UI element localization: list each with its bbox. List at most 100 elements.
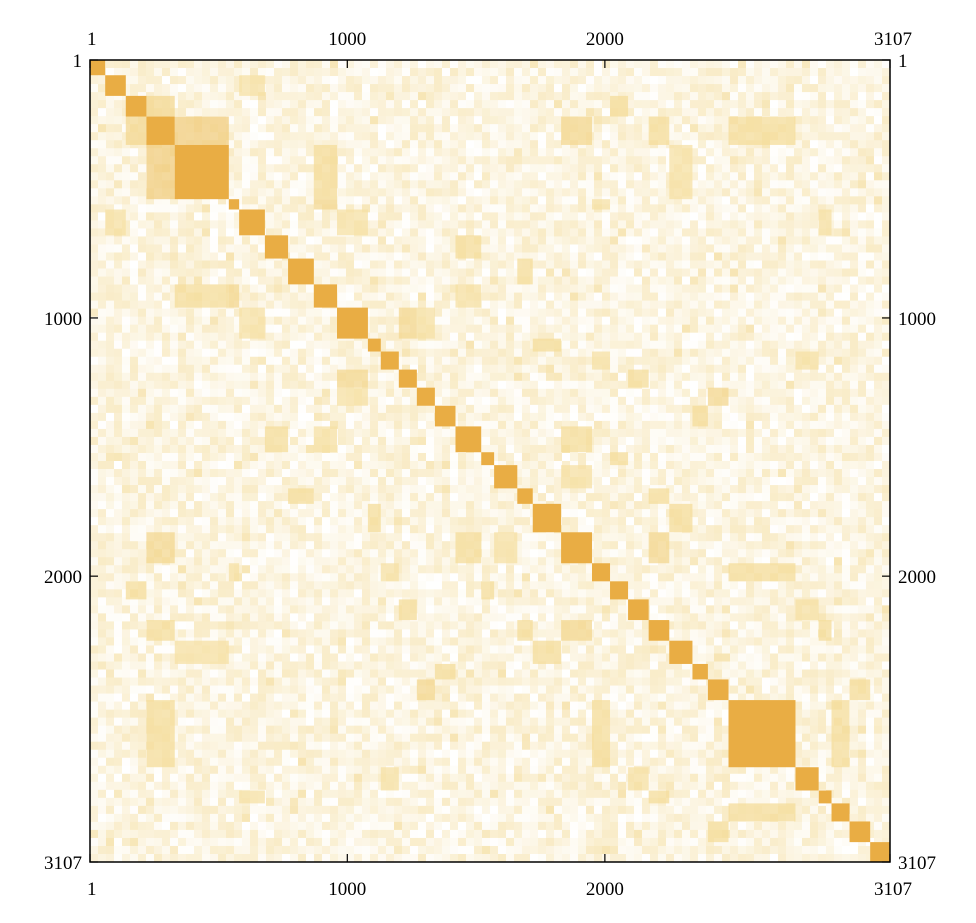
heatmap-background-cell	[426, 68, 435, 77]
heatmap-background-cell	[298, 525, 307, 534]
heatmap-background-cell	[90, 789, 99, 799]
heatmap-background-cell	[250, 68, 259, 77]
heatmap-background-cell	[434, 629, 443, 638]
heatmap-background-cell	[386, 116, 395, 125]
heatmap-background-cell	[330, 140, 339, 149]
heatmap-background-cell	[346, 677, 355, 686]
heatmap-background-cell	[338, 621, 347, 630]
heatmap-background-cell	[226, 741, 235, 751]
heatmap-background-cell	[258, 709, 267, 719]
heatmap-background-cell	[194, 396, 203, 406]
heatmap-background-cell	[346, 765, 355, 775]
heatmap-background-cell	[122, 733, 131, 743]
heatmap-background-cell	[434, 565, 443, 574]
heatmap-background-cell	[362, 709, 371, 719]
heatmap-background-cell	[362, 845, 371, 855]
heatmap-background-cell	[210, 845, 219, 855]
heatmap-background-cell	[418, 92, 427, 101]
heatmap-background-cell	[394, 517, 403, 526]
heatmap-background-cell	[426, 340, 435, 350]
heatmap-background-cell	[170, 653, 179, 662]
heatmap-background-cell	[442, 156, 451, 165]
heatmap-background-cell	[186, 733, 195, 743]
heatmap-background-cell	[202, 100, 211, 109]
heatmap-background-cell	[162, 444, 171, 454]
heatmap-background-cell	[458, 276, 467, 285]
heatmap-background-cell	[234, 709, 243, 719]
heatmap-background-cell	[146, 276, 155, 285]
heatmap-background-cell	[114, 60, 123, 69]
heatmap-background-cell	[466, 805, 475, 815]
heatmap-background-cell	[218, 781, 227, 791]
heatmap-background-cell	[298, 156, 307, 165]
heatmap-background-cell	[194, 669, 203, 678]
heatmap-background-cell	[290, 797, 299, 807]
heatmap-background-cell	[426, 661, 435, 670]
heatmap-background-cell	[194, 364, 203, 374]
heatmap-background-cell	[322, 653, 331, 662]
heatmap-background-cell	[418, 773, 427, 783]
heatmap-background-cell	[138, 308, 147, 318]
heatmap-background-cell	[458, 92, 467, 101]
heatmap-background-cell	[450, 645, 459, 654]
heatmap-background-cell	[226, 308, 235, 318]
heatmap-background-cell	[266, 60, 275, 69]
heatmap-background-cell	[202, 821, 211, 831]
heatmap-background-cell	[218, 797, 227, 807]
heatmap-background-cell	[266, 76, 275, 85]
heatmap-background-cell	[170, 60, 179, 69]
heatmap-background-cell	[138, 364, 147, 374]
heatmap-background-cell	[282, 420, 291, 430]
heatmap-background-cell	[170, 260, 179, 269]
heatmap-background-cell	[386, 436, 395, 446]
heatmap-background-cell	[114, 573, 123, 582]
heatmap-background-cell	[226, 653, 235, 662]
heatmap-background-cell	[194, 541, 203, 550]
heatmap-background-cell	[330, 805, 339, 815]
heatmap-background-cell	[162, 573, 171, 582]
heatmap-background-cell	[450, 773, 459, 783]
heatmap-background-cell	[322, 741, 331, 751]
heatmap-background-cell	[354, 525, 363, 534]
heatmap-background-cell	[474, 452, 483, 462]
heatmap-background-cell	[378, 517, 387, 526]
heatmap-background-cell	[330, 725, 339, 735]
heatmap-background-cell	[242, 260, 251, 269]
heatmap-background-cell	[210, 236, 219, 245]
heatmap-background-cell	[402, 60, 411, 69]
heatmap-background-cell	[482, 148, 491, 157]
heatmap-background-cell	[218, 276, 227, 285]
heatmap-background-cell	[114, 733, 123, 743]
heatmap-background-cell	[170, 332, 179, 342]
heatmap-background-cell	[426, 461, 435, 470]
heatmap-background-cell	[98, 324, 107, 334]
heatmap-background-cell	[146, 340, 155, 350]
heatmap-background-cell	[194, 685, 203, 694]
heatmap-background-cell	[330, 461, 339, 470]
heatmap-background-cell	[282, 837, 291, 847]
heatmap-background-cell	[242, 501, 251, 510]
heatmap-background-cell	[378, 709, 387, 719]
heatmap-background-cell	[362, 669, 371, 678]
heatmap-background-cell	[418, 124, 427, 133]
heatmap-background-cell	[194, 348, 203, 358]
heatmap-background-cell	[178, 348, 187, 358]
heatmap-background-cell	[154, 797, 163, 807]
heatmap-background-cell	[250, 509, 259, 518]
heatmap-background-cell	[346, 517, 355, 526]
heatmap-background-cell	[154, 501, 163, 510]
heatmap-background-cell	[322, 581, 331, 590]
heatmap-background-cell	[242, 845, 251, 855]
heatmap-background-cell	[146, 565, 155, 574]
heatmap-background-cell	[234, 436, 243, 446]
heatmap-background-cell	[474, 781, 483, 791]
heatmap-background-cell	[306, 188, 315, 197]
heatmap-background-cell	[402, 180, 411, 189]
heatmap-background-cell	[346, 509, 355, 518]
heatmap-background-cell	[210, 92, 219, 101]
heatmap-background-cell	[322, 84, 331, 93]
heatmap-background-cell	[290, 613, 299, 622]
heatmap-background-cell	[442, 805, 451, 815]
heatmap-background-cell	[378, 420, 387, 430]
heatmap-background-cell	[362, 853, 371, 863]
